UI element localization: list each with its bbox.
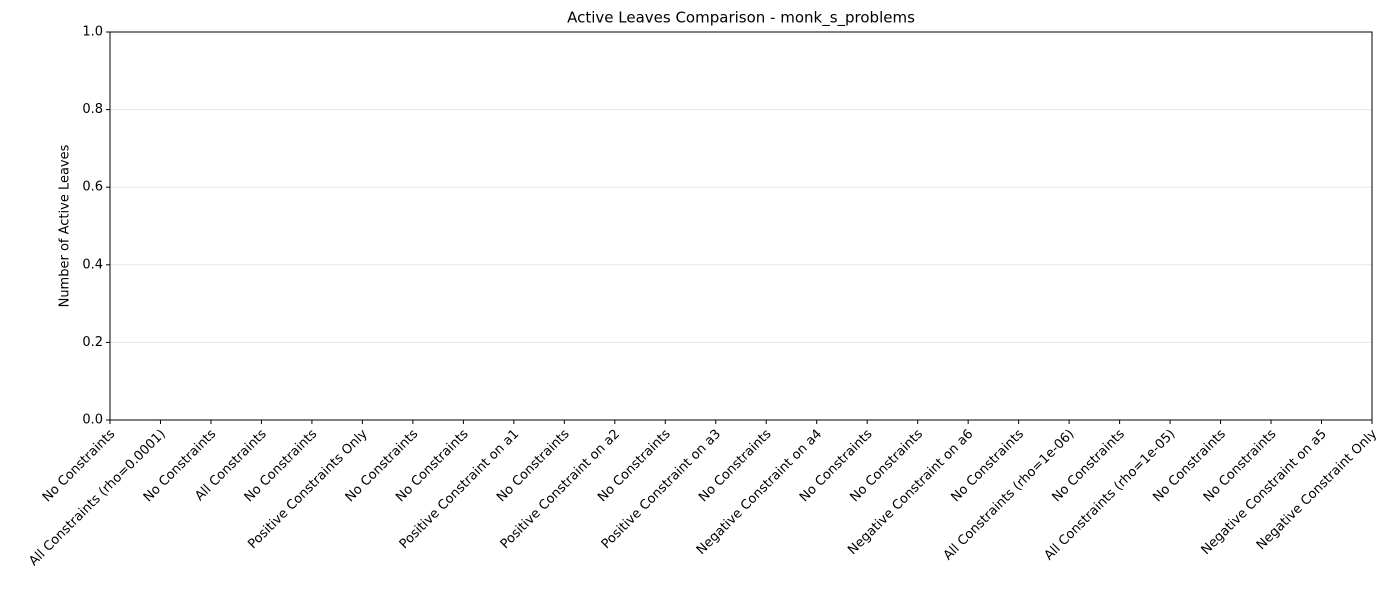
y-axis-label: Number of Active Leaves (58, 144, 73, 307)
chart-title: Active Leaves Comparison - monk_s_proble… (567, 9, 915, 28)
y-tick-label: 0.2 (82, 335, 103, 350)
y-tick-label: 0.4 (82, 257, 103, 272)
y-tick-label: 0.0 (82, 413, 103, 428)
y-tick-label: 0.8 (82, 102, 103, 117)
y-tick-label: 1.0 (82, 25, 103, 40)
y-tick-label: 0.6 (82, 180, 103, 195)
plot-frame (109, 31, 1373, 421)
